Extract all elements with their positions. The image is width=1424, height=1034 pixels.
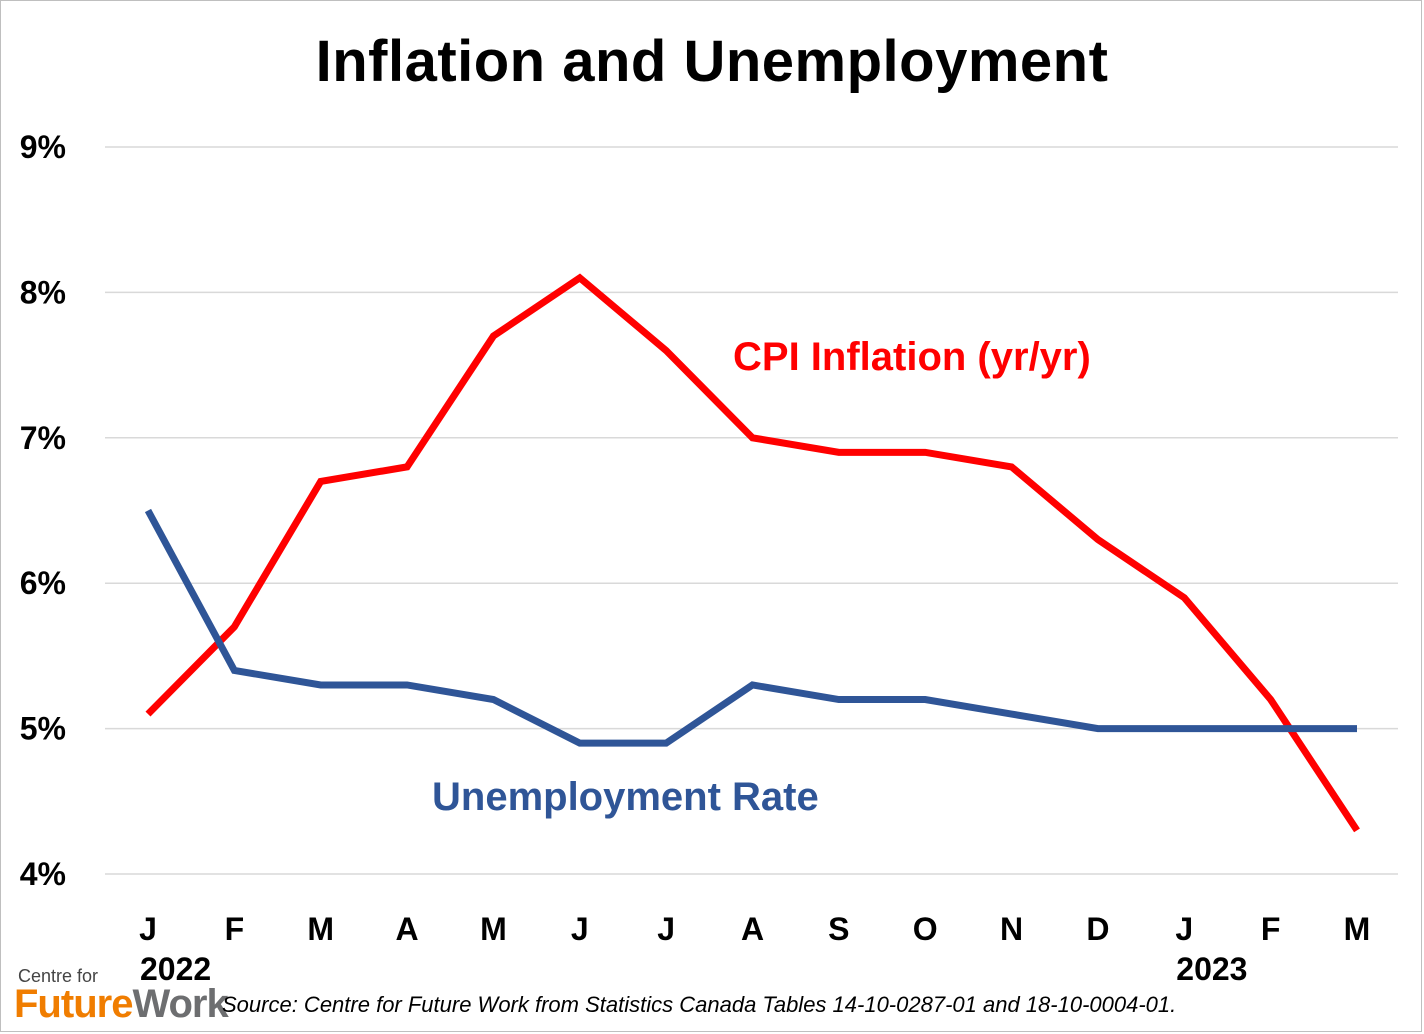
year-label: 2022 xyxy=(140,951,211,987)
x-tick-label: M xyxy=(1344,911,1371,947)
logo-part-future: Future xyxy=(14,982,133,1026)
cpi-inflation-label: CPI Inflation (yr/yr) xyxy=(733,335,1091,379)
logo-top-text: Centre for xyxy=(18,966,99,986)
y-tick-label: 5% xyxy=(20,711,66,747)
x-tick-label: A xyxy=(396,911,419,947)
x-tick-label: A xyxy=(741,911,764,947)
x-tick-label: S xyxy=(828,911,849,947)
x-tick-label: F xyxy=(1261,911,1281,947)
x-tick-label: N xyxy=(1000,911,1023,947)
y-tick-label: 9% xyxy=(20,129,66,165)
unemployment-rate-line xyxy=(144,508,1357,747)
year-label: 2023 xyxy=(1176,951,1247,987)
x-tick-label: F xyxy=(225,911,245,947)
y-tick-label: 6% xyxy=(20,565,66,601)
x-tick-label: M xyxy=(307,911,334,947)
x-tick-label: J xyxy=(1175,911,1193,947)
x-tick-label: O xyxy=(913,911,938,947)
y-tick-label: 7% xyxy=(20,420,66,456)
logo-part-work: Work xyxy=(132,982,228,1026)
source-note: Source: Centre for Future Work from Stat… xyxy=(222,992,1177,1017)
chart-title: Inflation and Unemployment xyxy=(315,29,1109,94)
x-tick-label: D xyxy=(1086,911,1109,947)
x-tick-label: J xyxy=(571,911,589,947)
cpi-inflation-line xyxy=(145,273,1360,833)
y-tick-label: 8% xyxy=(20,274,66,310)
x-tick-label: J xyxy=(657,911,675,947)
y-tick-label: 4% xyxy=(20,856,66,892)
x-tick-label: J xyxy=(139,911,157,947)
logo: FutureWork xyxy=(14,982,229,1027)
x-tick-label: M xyxy=(480,911,507,947)
unemployment-rate-label: Unemployment Rate xyxy=(432,775,819,819)
